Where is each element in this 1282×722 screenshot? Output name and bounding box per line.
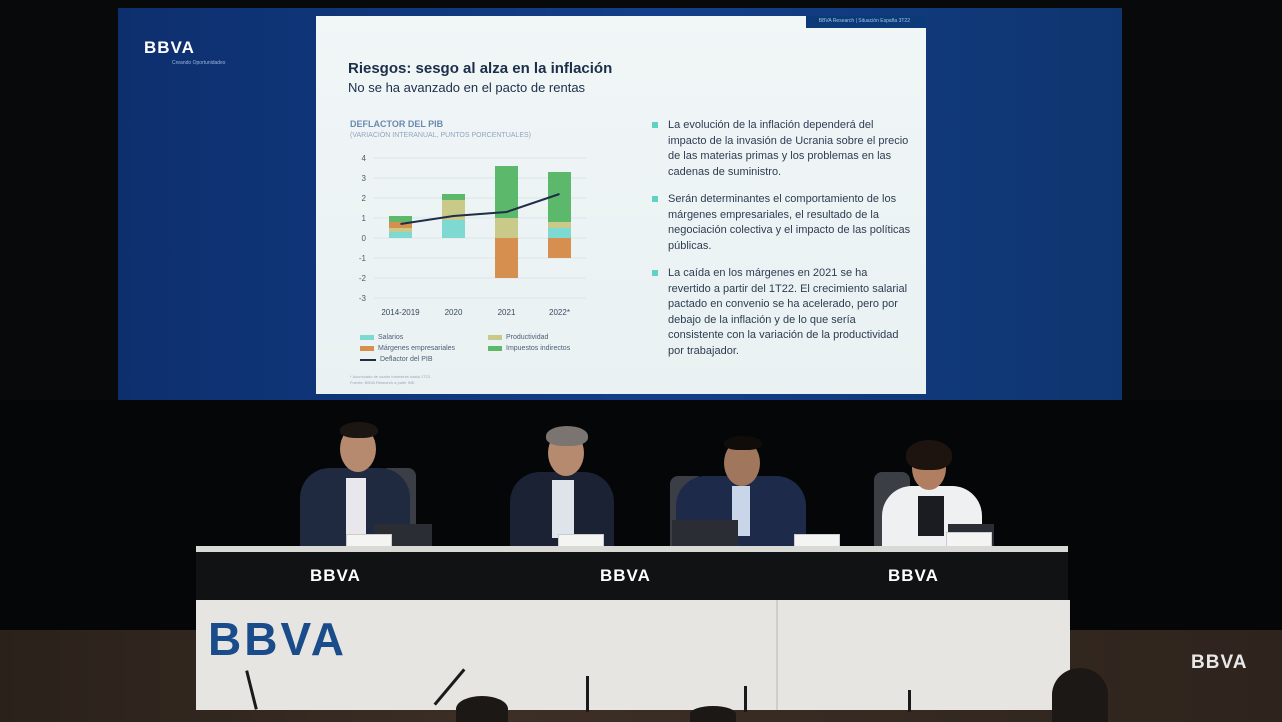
x-tick-label: 2022* — [549, 308, 570, 317]
y-tick-label: 4 — [362, 154, 367, 163]
panelist-top — [918, 496, 944, 536]
table-front-logo: BBVA — [208, 613, 347, 665]
audience-head — [456, 696, 508, 722]
table-front-divider — [776, 600, 778, 710]
legend-item-productividad: Productividad — [488, 334, 548, 341]
chart-subtitle: (VARIACIÓN INTERANUAL, PUNTOS PORCENTUAL… — [350, 132, 531, 139]
audience-head — [1052, 668, 1108, 722]
panelist-hair — [724, 436, 762, 450]
panelist-hair — [340, 422, 378, 438]
presentation-slide: BBVA Research | Situación España 3T22 Ri… — [316, 16, 926, 394]
legend-item-salarios: Salarios — [360, 334, 403, 341]
microphone — [586, 676, 589, 712]
bar-segment — [548, 222, 571, 228]
table-top — [196, 546, 1068, 554]
legend-swatch-impuestos — [488, 346, 502, 351]
screen-logo: BBVA — [144, 38, 195, 57]
bar-segment — [495, 166, 518, 218]
legend-label-deflactor: Deflactor del PIB — [380, 356, 433, 363]
x-tick-label: 2014-2019 — [381, 308, 420, 317]
bullet-wages: La caída en los márgenes en 2021 se ha r… — [650, 266, 912, 359]
table-band-logo-2: BBVA — [600, 566, 651, 585]
bullet-text: La caída en los márgenes en 2021 se ha r… — [668, 267, 908, 357]
projection-screen: BBVA Creando Oportunidades BBVA Research… — [118, 8, 1122, 400]
broadcast-watermark: BBVA — [1191, 652, 1248, 673]
laptop — [672, 520, 738, 548]
legend-label-impuestos: Impuestos indirectos — [506, 345, 571, 352]
table-logo-band — [196, 552, 1068, 600]
legend-item-impuestos: Impuestos indirectos — [488, 345, 570, 352]
bullet-marker — [652, 196, 658, 202]
y-tick-label: -1 — [359, 254, 367, 263]
y-tick-label: 2 — [362, 194, 367, 203]
chart-footnote: * Acumulado de cuatro trimestres hasta 1… — [350, 374, 431, 386]
legend-label-productividad: Productividad — [506, 334, 549, 341]
bar-segment — [548, 228, 571, 238]
footnote-line-2: Fuente: BBVA Research a partir INE. — [350, 380, 416, 385]
bullet-marker — [652, 122, 658, 128]
bullet-text: La evolución de la inflación dependerá d… — [668, 119, 909, 178]
y-tick-label: 1 — [362, 214, 367, 223]
bar-segment — [495, 218, 518, 238]
legend-swatch-productividad — [488, 335, 502, 340]
x-tick-label: 2020 — [445, 308, 463, 317]
slide-bullets: La evolución de la inflación dependerá d… — [650, 118, 912, 371]
legend-line-deflactor — [360, 358, 376, 361]
panelist-hair — [546, 426, 588, 446]
legend-label-salarios: Salarios — [378, 334, 404, 341]
microphone — [744, 686, 747, 712]
bullet-margins: Serán determinantes el comportamiento de… — [650, 192, 912, 254]
chart-title: DEFLACTOR DEL PIB — [350, 119, 444, 129]
bar-segment — [389, 222, 412, 228]
slide-corner-text: BBVA Research | Situación España 3T22 — [818, 18, 910, 24]
screen-logo-subtitle: Creando Oportunidades — [172, 60, 226, 66]
audience-head — [690, 706, 736, 722]
bar-segment — [442, 220, 465, 238]
bullet-text: Serán determinantes el comportamiento de… — [668, 193, 911, 252]
table-band-logo-1: BBVA — [310, 566, 361, 585]
y-tick-label: -3 — [359, 294, 367, 303]
y-tick-label: 3 — [362, 174, 367, 183]
bullet-inflation: La evolución de la inflación dependerá d… — [650, 118, 912, 180]
bar-segment — [389, 232, 412, 238]
deflator-line — [400, 193, 560, 225]
deflator-chart: 4 3 2 1 0 -1 -2 -3 2014-2019 2020 2021 2022* — [359, 154, 586, 317]
x-tick-label: 2021 — [498, 308, 516, 317]
legend-item-margenes: Márgenes empresariales — [360, 345, 455, 352]
table-front-panel — [196, 600, 1070, 710]
y-tick-label: 0 — [362, 234, 367, 243]
panelist-hair — [906, 440, 952, 470]
bar-segment — [495, 238, 518, 278]
footnote-line-1: * Acumulado de cuatro trimestres hasta 1… — [350, 374, 432, 379]
y-tick-label: -2 — [359, 274, 367, 283]
bullet-marker — [652, 270, 658, 276]
bar-segment — [389, 216, 412, 222]
bar-segment — [442, 194, 465, 200]
slide-title: Riesgos: sesgo al alza en la inflación — [348, 60, 613, 77]
panelist-shirt — [346, 478, 366, 538]
bar-segment — [548, 238, 571, 258]
microphone — [908, 690, 911, 712]
legend-swatch-salarios — [360, 335, 374, 340]
bar-segment — [389, 228, 412, 232]
slide-corner-header: BBVA Research | Situación España 3T22 — [806, 16, 926, 28]
legend-label-margenes: Márgenes empresariales — [378, 345, 456, 352]
table-band-logo-3: BBVA — [888, 566, 939, 585]
slide-subtitle: No se ha avanzado en el pacto de rentas — [348, 80, 586, 95]
legend-swatch-margenes — [360, 346, 374, 351]
panelist-shirt — [552, 480, 574, 538]
bar-segment — [548, 172, 571, 222]
legend-item-deflactor: Deflactor del PIB — [360, 356, 433, 363]
